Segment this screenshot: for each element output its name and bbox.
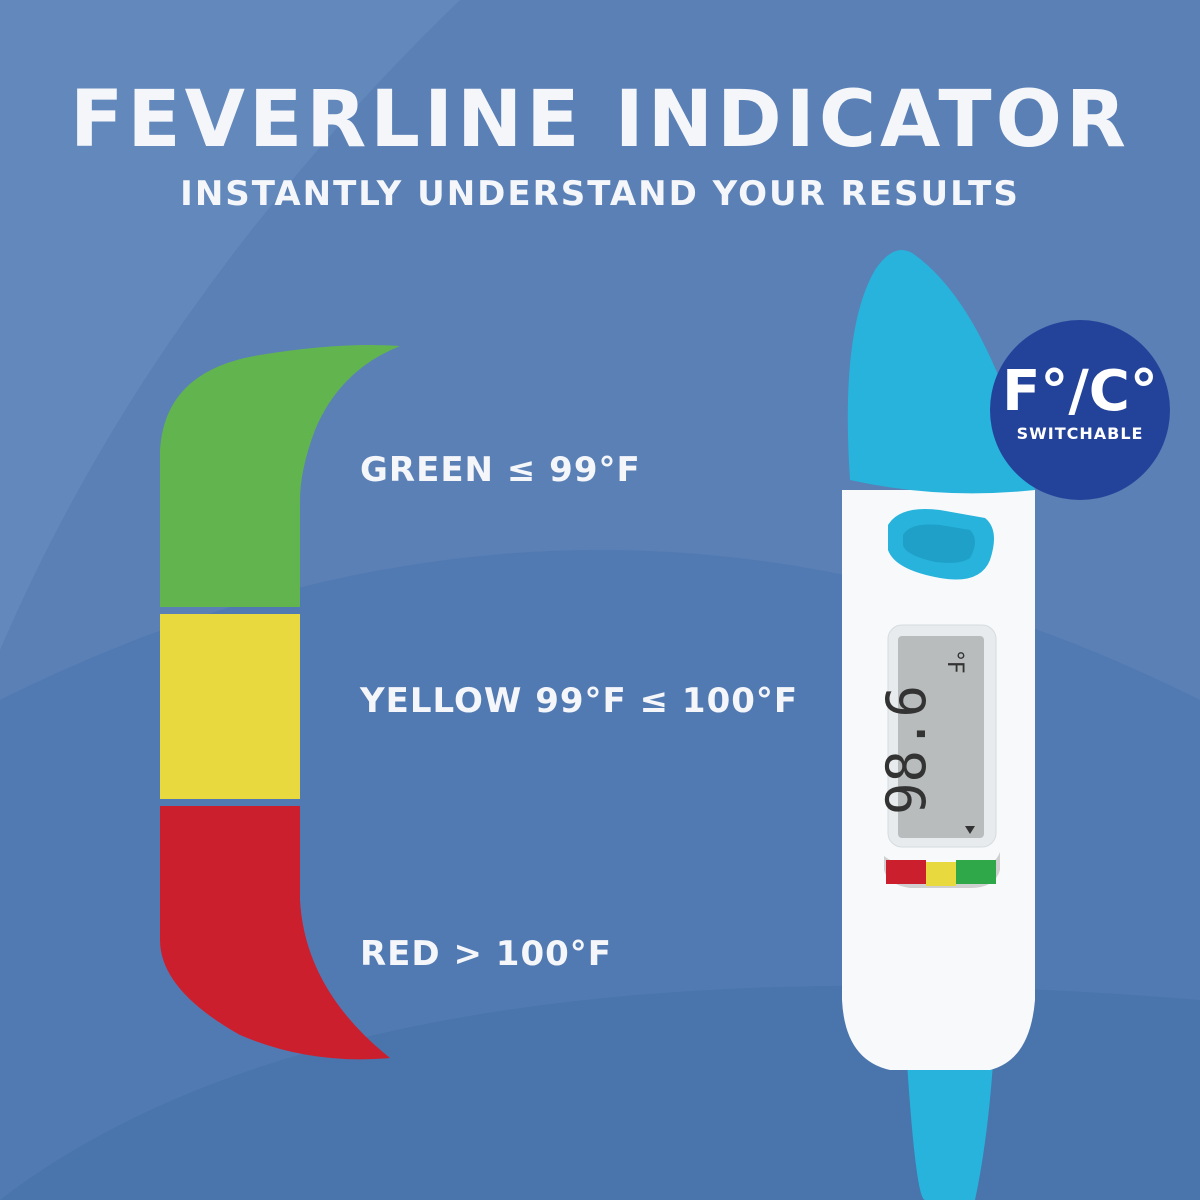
yellow-segment [160,614,300,799]
thermometer [842,250,1035,1200]
lcd-unit: °F [942,650,967,674]
page-title: FEVERLINE INDICATOR [70,75,1130,165]
fc-switchable-badge: F°/C° SWITCHABLE [990,320,1170,500]
feverline-bar [160,345,400,1060]
green-indicator [956,860,996,884]
lcd-arrow-icon [965,826,975,834]
red-segment [160,806,390,1060]
green-segment [160,345,400,607]
yellow-indicator [926,862,956,886]
lcd-reading: 98.6 [875,685,938,815]
page-subtitle: INSTANTLY UNDERSTAND YOUR RESULTS [180,174,1020,214]
legend-green-label: GREEN ≤ 99°F [360,450,641,490]
legend-yellow-label: YELLOW 99°F ≤ 100°F [360,681,799,721]
lcd-screen [898,636,984,838]
badge-title: F°/C° [1002,359,1158,424]
legend-red-label: RED > 100°F [360,934,612,974]
red-indicator [886,860,926,884]
badge-subtitle: SWITCHABLE [1016,424,1144,443]
